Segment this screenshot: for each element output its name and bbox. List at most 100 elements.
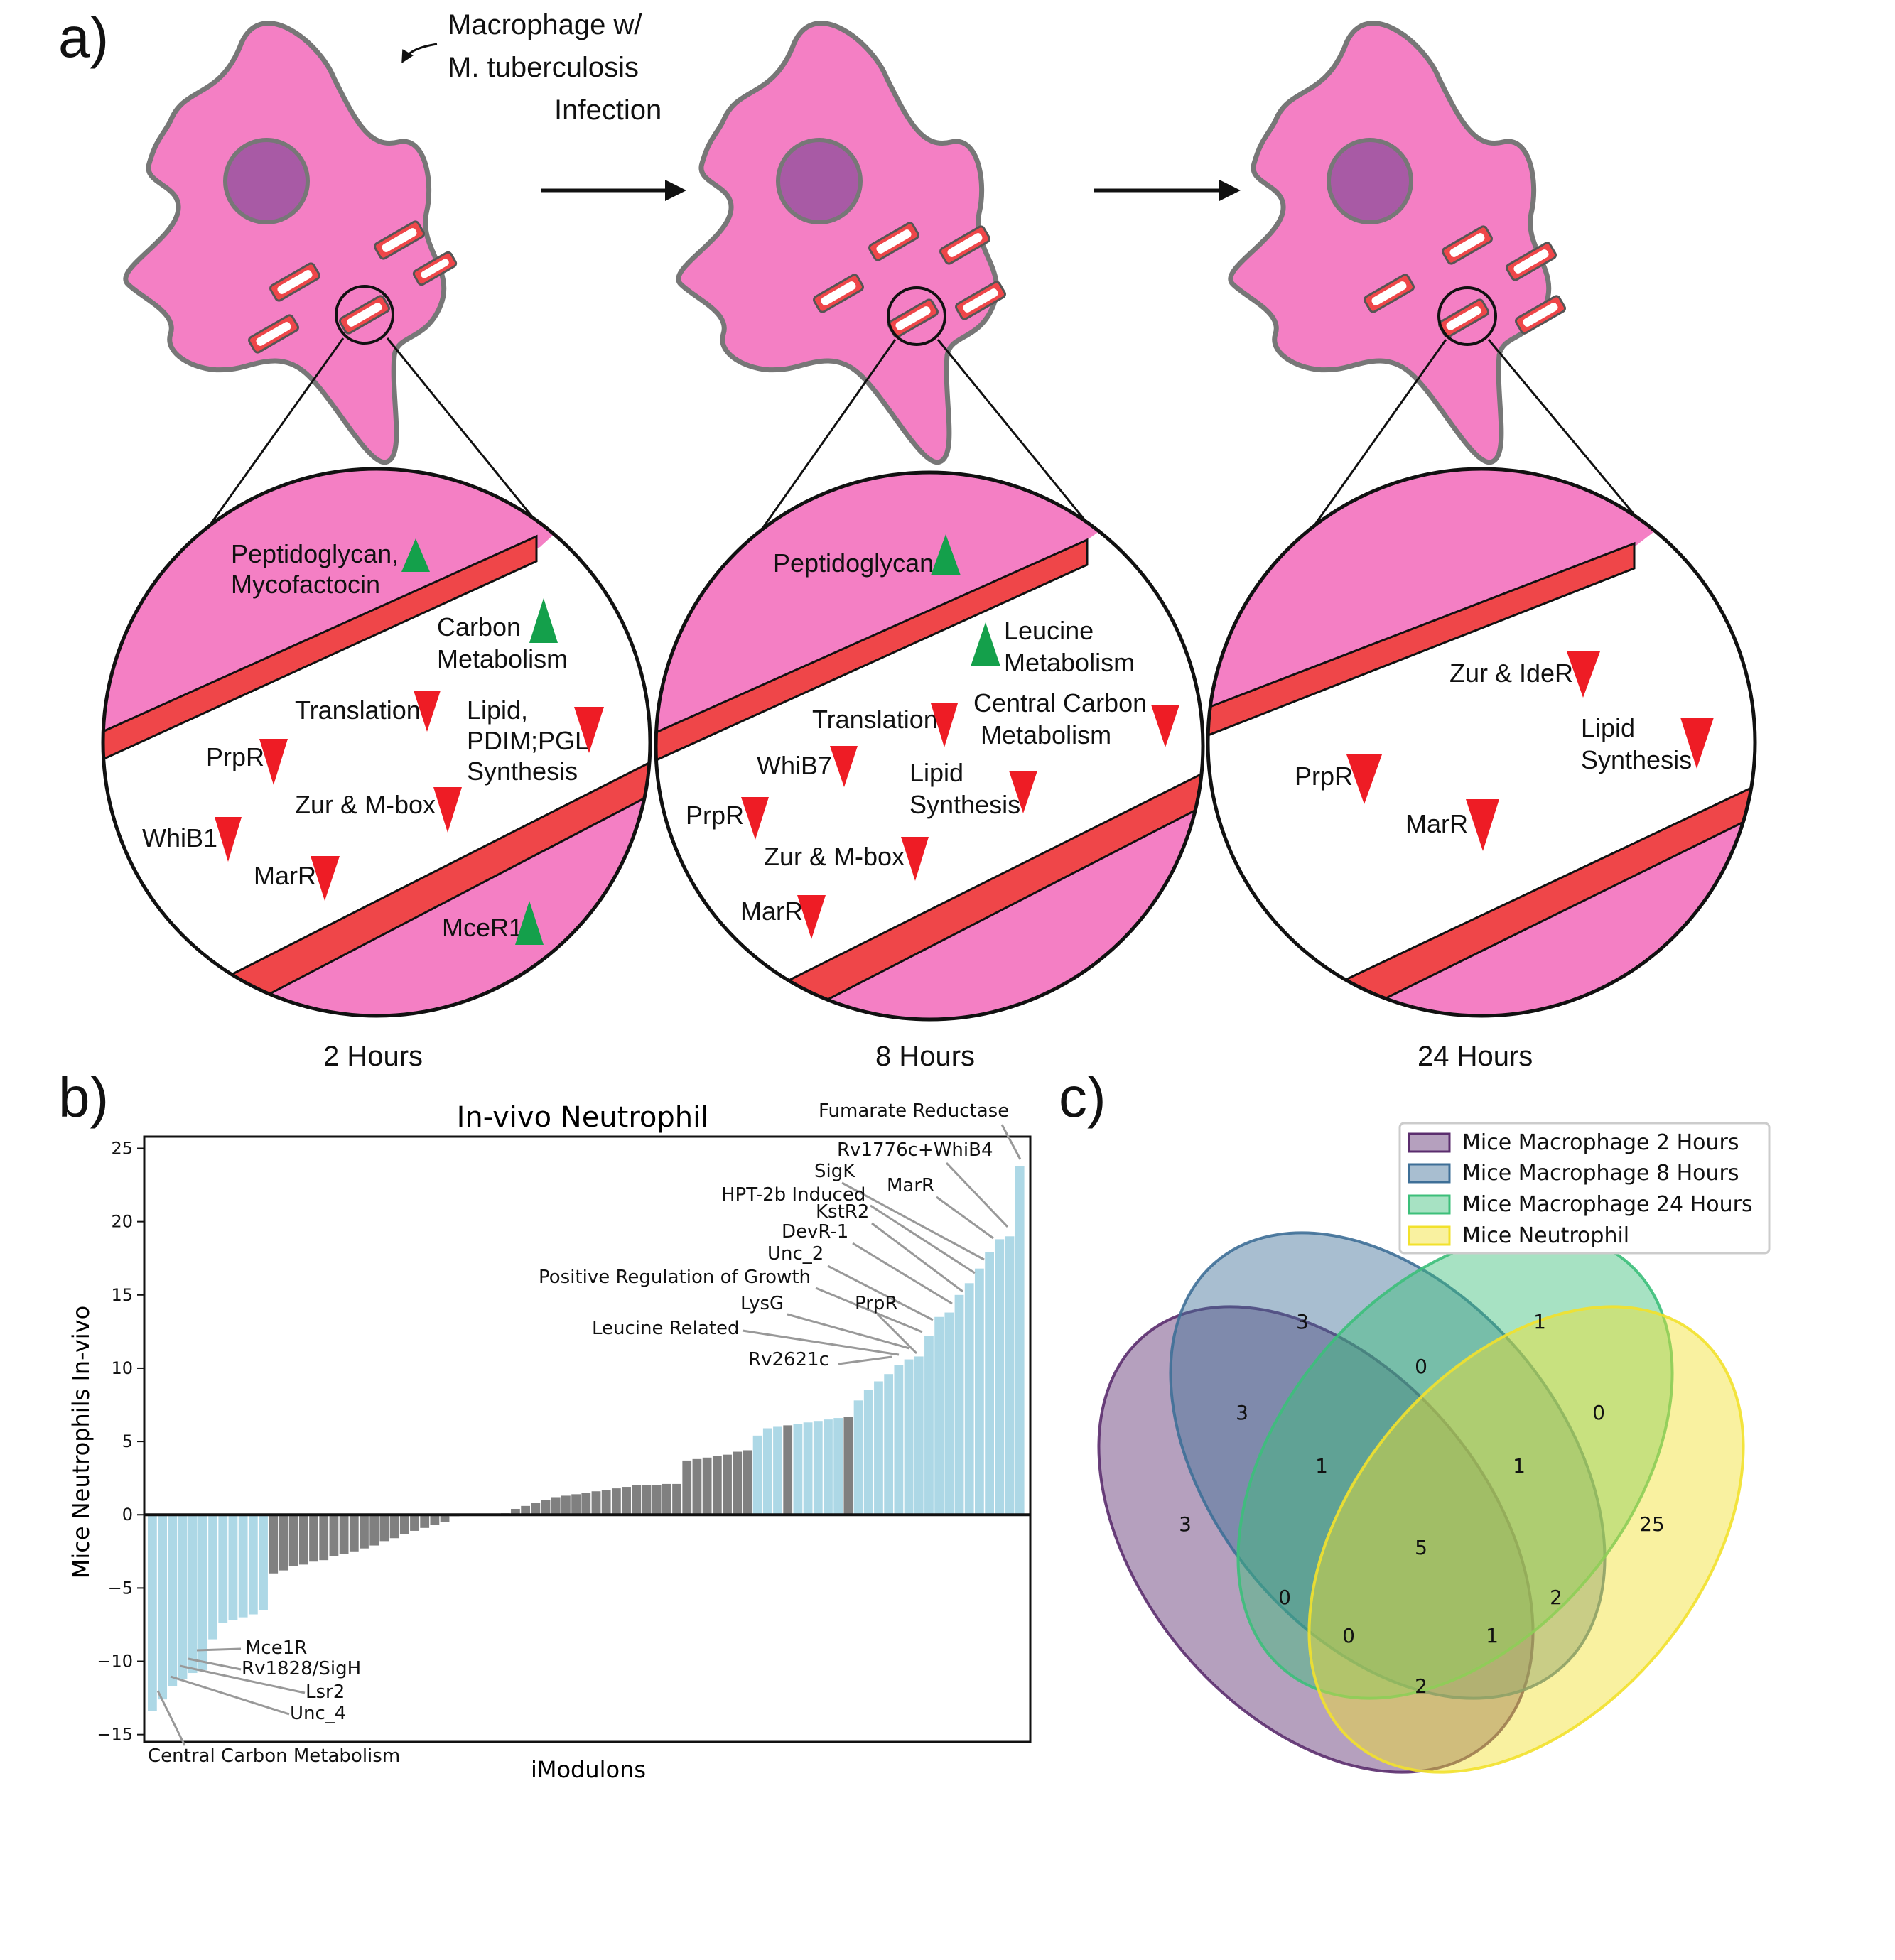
svg-text:0: 0 bbox=[1592, 1401, 1605, 1424]
down-arrow bbox=[931, 703, 958, 747]
svg-text:Translation: Translation bbox=[812, 705, 938, 734]
bar bbox=[379, 1515, 389, 1542]
svg-text:Metabolism: Metabolism bbox=[437, 644, 568, 673]
up-arrow bbox=[931, 534, 961, 575]
venn-set-24h bbox=[1236, 1231, 1674, 1700]
bar bbox=[743, 1450, 752, 1515]
up-arrow bbox=[515, 901, 544, 945]
y-tick-label: 0 bbox=[122, 1505, 133, 1525]
nucleus bbox=[223, 138, 310, 224]
svg-text:Translation: Translation bbox=[295, 695, 421, 725]
y-tick-label: 5 bbox=[122, 1431, 133, 1451]
bar bbox=[622, 1487, 631, 1515]
bar bbox=[884, 1374, 894, 1515]
svg-text:WhiB7: WhiB7 bbox=[757, 751, 832, 780]
svg-text:PrpR: PrpR bbox=[686, 801, 744, 830]
down-arrow bbox=[259, 739, 288, 785]
bar bbox=[914, 1356, 924, 1515]
venn-set-2h bbox=[1097, 1305, 1535, 1774]
bar bbox=[1015, 1166, 1025, 1515]
bar bbox=[833, 1418, 843, 1515]
svg-text:0: 0 bbox=[1278, 1586, 1291, 1609]
svg-text:HPT-2b Induced: HPT-2b Induced bbox=[721, 1184, 865, 1206]
macrophage-2h bbox=[123, 21, 458, 465]
bar bbox=[248, 1515, 258, 1615]
svg-text:3: 3 bbox=[1236, 1401, 1248, 1424]
down-arrow bbox=[311, 856, 340, 901]
svg-text:Rv2621c: Rv2621c bbox=[748, 1349, 829, 1370]
bar bbox=[964, 1283, 974, 1515]
up-arrow bbox=[401, 538, 430, 572]
svg-text:Lipid: Lipid bbox=[909, 758, 963, 787]
down-arrow bbox=[1680, 718, 1714, 769]
svg-text:Rv1776c+WhiB4: Rv1776c+WhiB4 bbox=[837, 1139, 993, 1161]
svg-text:WhiB1: WhiB1 bbox=[142, 823, 217, 852]
bar bbox=[168, 1515, 178, 1686]
bar bbox=[298, 1515, 308, 1565]
bar bbox=[662, 1483, 671, 1515]
down-arrow bbox=[1151, 705, 1179, 747]
bar bbox=[420, 1515, 430, 1528]
svg-text:2: 2 bbox=[1415, 1674, 1427, 1698]
legend-item-2h: Mice Macrophage 2 Hours bbox=[1462, 1130, 1739, 1155]
bar bbox=[208, 1515, 217, 1640]
down-arrow bbox=[901, 837, 929, 881]
svg-text:Lipid: Lipid bbox=[1581, 713, 1635, 742]
up-arrow bbox=[529, 598, 558, 643]
down-arrow bbox=[433, 787, 462, 833]
bar bbox=[581, 1493, 591, 1515]
svg-text:MarR: MarR bbox=[254, 861, 316, 890]
svg-text:PrpR: PrpR bbox=[1295, 762, 1353, 791]
venn-set-neutrophil bbox=[1307, 1305, 1745, 1774]
svg-text:PrpR: PrpR bbox=[206, 742, 264, 771]
bar bbox=[813, 1421, 823, 1515]
svg-text:0: 0 bbox=[1415, 1355, 1427, 1378]
svg-text:KstR2: KstR2 bbox=[816, 1201, 869, 1223]
bar bbox=[824, 1419, 833, 1515]
svg-text:Peptidoglycan: Peptidoglycan bbox=[773, 548, 934, 578]
bars bbox=[148, 1166, 1025, 1711]
svg-text:1: 1 bbox=[1315, 1454, 1328, 1478]
plot-frame bbox=[143, 1135, 1032, 1743]
bar bbox=[279, 1515, 288, 1571]
down-arrow bbox=[741, 797, 769, 840]
svg-text:3: 3 bbox=[1296, 1310, 1309, 1333]
svg-text:PrpR: PrpR bbox=[855, 1293, 897, 1314]
bar bbox=[349, 1515, 359, 1552]
down-arrow bbox=[797, 895, 826, 939]
down-arrow bbox=[1567, 651, 1600, 698]
bar bbox=[632, 1485, 642, 1515]
svg-text:Lsr2: Lsr2 bbox=[306, 1682, 345, 1703]
bar bbox=[712, 1456, 722, 1515]
down-arrow bbox=[1346, 754, 1382, 804]
bar bbox=[874, 1381, 883, 1515]
svg-text:Positive Regulation of Growth: Positive Regulation of Growth bbox=[539, 1267, 811, 1288]
bar bbox=[228, 1515, 238, 1620]
bar bbox=[985, 1252, 994, 1515]
bar bbox=[531, 1503, 541, 1515]
bar bbox=[762, 1428, 772, 1515]
bar bbox=[803, 1422, 813, 1515]
venn-diagram: 3 1 0 25 3 0 1 1 5 3 0 0 2 1 2 Mice Macr… bbox=[1097, 1122, 1771, 1774]
pointer-arrow bbox=[401, 43, 438, 64]
svg-text:Synthesis: Synthesis bbox=[467, 757, 578, 786]
bar bbox=[188, 1515, 198, 1674]
bar bbox=[430, 1515, 440, 1525]
time-label-2h: 2 Hours bbox=[323, 1041, 423, 1072]
bar bbox=[863, 1390, 873, 1515]
bar bbox=[733, 1451, 743, 1515]
bar bbox=[561, 1495, 571, 1515]
legend-item-24h: Mice Macrophage 24 Hours bbox=[1462, 1192, 1753, 1217]
down-arrow bbox=[830, 746, 858, 787]
panel-b-label: b) bbox=[58, 1066, 109, 1129]
svg-text:MarR: MarR bbox=[740, 897, 803, 926]
down-arrow bbox=[574, 707, 604, 753]
bar bbox=[551, 1497, 561, 1515]
bar bbox=[611, 1488, 621, 1515]
bar bbox=[853, 1400, 863, 1515]
svg-text:Leucine Related: Leucine Related bbox=[592, 1318, 740, 1339]
svg-text:Mce1R: Mce1R bbox=[245, 1637, 307, 1659]
bar bbox=[975, 1268, 984, 1515]
svg-text:Mycofactocin: Mycofactocin bbox=[231, 570, 380, 599]
svg-text:0: 0 bbox=[1342, 1624, 1355, 1647]
